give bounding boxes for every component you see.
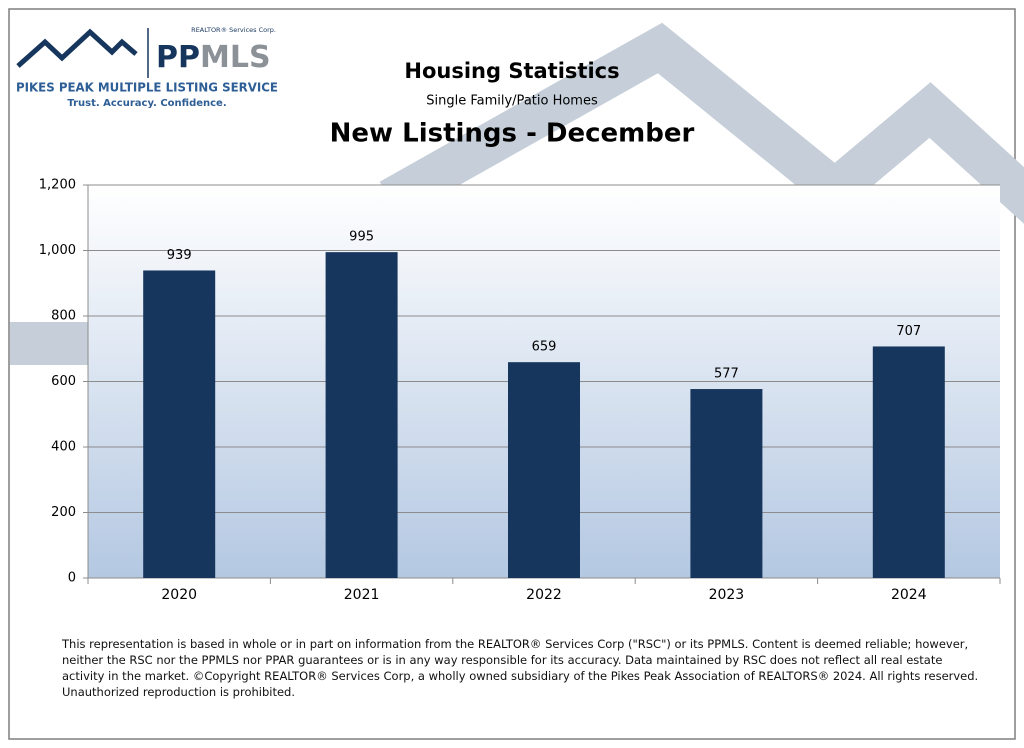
x-tick-label: 2020 — [161, 587, 197, 603]
bar — [872, 346, 945, 578]
data-label: 707 — [896, 324, 921, 339]
logo-name: PIKES PEAK MULTIPLE LISTING SERVICE — [16, 81, 278, 95]
logo-tagline: Trust. Accuracy. Confidence. — [67, 98, 226, 109]
chart-title: Housing Statistics — [404, 59, 619, 83]
logo-brand-primary: PP — [156, 40, 200, 75]
plot: 0 200 400 600 800 1,000 1,200 2020 939 2021 995 202… — [39, 178, 1001, 603]
x-tick-label: 2021 — [344, 587, 380, 603]
x-tick-label: 2023 — [709, 587, 745, 603]
y-tick-label: 1,200 — [39, 178, 76, 193]
x-tick-label: 2024 — [891, 587, 927, 603]
logo-brand-secondary: MLS — [200, 40, 271, 75]
bar — [143, 270, 216, 578]
chart-subtitle: Single Family/Patio Homes — [426, 94, 598, 109]
y-tick-label: 0 — [68, 571, 76, 586]
logo-corp: REALTOR® Services Corp. — [191, 26, 276, 34]
bar — [325, 252, 398, 578]
logo-brand: PPMLS — [156, 40, 271, 75]
bar — [508, 362, 580, 578]
y-tick-label: 200 — [51, 505, 76, 520]
y-tick-label: 600 — [51, 374, 76, 389]
data-label: 939 — [167, 248, 192, 263]
y-tick-label: 1,000 — [39, 243, 76, 258]
bar — [690, 389, 763, 578]
data-label: 577 — [714, 367, 739, 382]
background-band — [10, 322, 90, 365]
logo-mountains — [16, 28, 138, 68]
data-label: 659 — [532, 340, 557, 355]
data-label: 995 — [349, 230, 374, 245]
chart-heading: New Listings - December — [330, 119, 695, 149]
footer: This representation is based in whole or… — [62, 637, 979, 699]
frame — [8, 8, 1016, 740]
x-tick-label: 2022 — [526, 587, 562, 603]
y-tick-label: 400 — [51, 440, 76, 455]
y-tick-label: 800 — [51, 309, 76, 324]
